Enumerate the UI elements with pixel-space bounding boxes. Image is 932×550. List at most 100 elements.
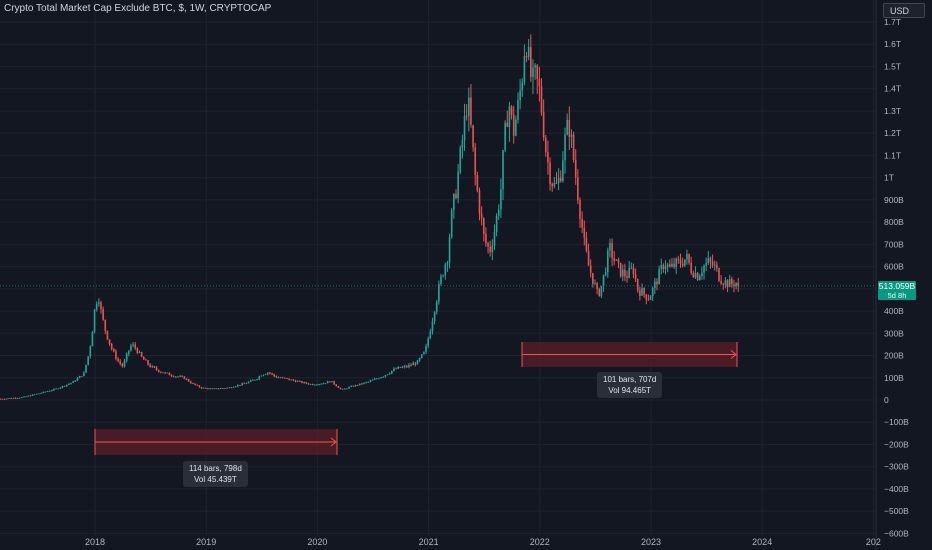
candle-body	[414, 363, 417, 365]
candle-body	[204, 387, 207, 389]
candle-body	[127, 350, 130, 354]
candle-body	[70, 382, 72, 384]
candle-body	[380, 377, 382, 379]
candle-body	[307, 383, 310, 385]
candle-body	[681, 264, 684, 266]
currency-button[interactable]: USD	[883, 3, 925, 18]
measure-label-1: 114 bars, 798d Vol 45.439T	[183, 461, 248, 487]
x-tick-label: 2021	[419, 537, 439, 547]
candle-body	[335, 384, 338, 387]
candle-body	[320, 383, 323, 385]
candle-body	[53, 388, 55, 391]
candle-body	[224, 388, 226, 389]
candle-body	[333, 381, 335, 385]
candle-body	[138, 352, 141, 353]
candle-body	[453, 194, 455, 211]
candle-body	[639, 290, 641, 296]
candle-body	[354, 384, 357, 387]
candle-body	[544, 137, 547, 153]
candle-body	[433, 312, 436, 322]
candle-body	[701, 272, 703, 277]
candle-body	[172, 376, 175, 377]
candle-body	[423, 351, 425, 355]
candle-body	[506, 122, 509, 127]
candle-body	[266, 372, 269, 375]
candle-body	[145, 359, 147, 361]
candle-body	[683, 259, 686, 266]
candle-body	[570, 134, 573, 137]
candle-body	[164, 372, 166, 374]
candle-body	[455, 194, 457, 199]
x-tick-label: 2020	[307, 537, 327, 547]
candle-body	[621, 269, 624, 277]
candle-body	[194, 383, 196, 385]
candles	[0, 34, 740, 400]
candle-body	[284, 377, 286, 379]
candle-body	[68, 383, 70, 385]
candle-body	[523, 56, 526, 83]
measure-tools[interactable]	[94, 342, 738, 455]
candle-body	[410, 364, 412, 366]
candle-body	[40, 392, 42, 394]
y-tick-label: −500B	[884, 506, 909, 516]
candle-body	[125, 353, 128, 361]
price-axis[interactable]	[876, 0, 932, 550]
candle-body	[343, 388, 346, 390]
last-price-value: 513.059B	[878, 281, 916, 291]
candle-body	[198, 385, 201, 388]
candle-body	[669, 264, 671, 267]
candle-body	[559, 177, 562, 181]
candle-body	[241, 383, 243, 386]
candle-body	[346, 388, 348, 390]
y-tick-label: 1.7T	[884, 17, 901, 27]
candle-body	[48, 390, 51, 392]
measure-1-bars: 114 bars, 798d	[189, 464, 242, 473]
candle-body	[12, 397, 15, 399]
candle-body	[572, 134, 575, 160]
candle-body	[624, 269, 626, 277]
candle-body	[438, 283, 440, 302]
candle-body	[716, 264, 718, 269]
candle-body	[405, 366, 408, 367]
candle-body	[331, 381, 333, 383]
y-tick-label: 0	[884, 395, 889, 405]
candle-body	[553, 182, 556, 187]
candle-body	[628, 267, 630, 278]
candle-body	[649, 296, 652, 300]
candle-body	[461, 140, 464, 148]
y-tick-label: −300B	[884, 462, 909, 472]
candle-body	[162, 372, 164, 374]
candle-body	[311, 384, 314, 385]
candle-body	[587, 250, 590, 266]
candle-body	[85, 364, 87, 373]
candle-body	[132, 344, 134, 346]
candle-body	[95, 304, 98, 310]
candle-body	[157, 369, 160, 372]
candle-body	[177, 376, 179, 378]
y-tick-label: 1.4T	[884, 84, 901, 94]
candle-body	[8, 398, 10, 399]
y-tick-label: 700B	[884, 239, 904, 249]
candle-body	[391, 370, 393, 374]
measure-2-bars: 101 bars, 707d	[603, 375, 657, 384]
candle-body	[688, 254, 690, 263]
candle-body	[361, 383, 363, 385]
candle-body	[170, 375, 173, 377]
candle-body	[187, 379, 190, 382]
candle-body	[83, 372, 85, 377]
candle-body	[18, 397, 21, 399]
candle-body	[10, 398, 12, 399]
candle-body	[44, 391, 47, 393]
candle-body	[219, 388, 222, 389]
candle-body	[408, 364, 410, 367]
candle-body	[562, 160, 564, 181]
candle-body	[301, 381, 303, 383]
grid	[0, 0, 876, 536]
candle-body	[662, 265, 665, 270]
y-tick-label: 600B	[884, 262, 904, 272]
candle-body	[175, 376, 177, 378]
candle-body	[656, 281, 658, 285]
candle-body	[299, 381, 301, 382]
candle-body	[72, 381, 74, 383]
